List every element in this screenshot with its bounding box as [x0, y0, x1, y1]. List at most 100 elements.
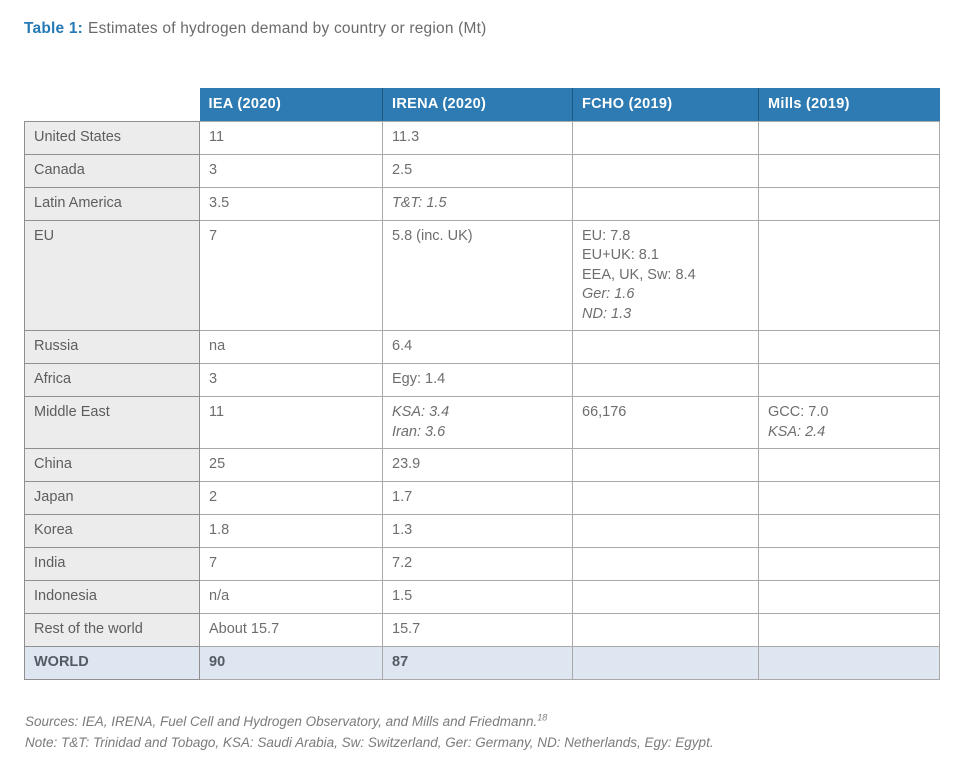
cell-line: 15.7 [392, 621, 421, 637]
row-label: EU [24, 219, 200, 331]
cell-line: 3.5 [209, 194, 230, 211]
data-cell: 7 [199, 219, 383, 331]
data-cell [572, 514, 759, 548]
cell-line: About 15.7 [209, 621, 280, 637]
cell-line: EEA, UK, Sw: 8.4 [582, 266, 696, 283]
data-cell: 3.5 [199, 186, 383, 221]
cell-line: Egy: 1.4 [392, 371, 446, 387]
table-row: Latin America 3.5 T&T: 1.5 [24, 186, 940, 221]
data-cell: Egy: 1.4 [382, 363, 573, 397]
data-cell [758, 547, 940, 581]
table-row: Rest of the world About 15.7 15.7 [24, 613, 940, 647]
cell-line: 5.8 (inc. UK) [392, 227, 473, 244]
data-cell: 11 [199, 120, 383, 155]
data-cell: 2 [199, 481, 383, 515]
row-label: WORLD [24, 646, 200, 680]
data-cell: 25 [199, 448, 383, 482]
table-row: United States 11 11.3 [24, 120, 940, 155]
column-header: IRENA (2020) [382, 88, 573, 121]
table-row: Korea 1.8 1.3 [24, 514, 940, 548]
data-cell: 1.5 [382, 580, 573, 614]
cell-line: 25 [209, 456, 226, 472]
column-header: Mills (2019) [758, 88, 940, 121]
data-cell [572, 186, 759, 221]
cell-line: 3 [209, 371, 218, 387]
cell-line: T&T: 1.5 [392, 194, 447, 211]
row-label: Latin America [24, 186, 200, 221]
cell-line: 1.8 [209, 522, 230, 538]
cell-line: 1.3 [392, 522, 413, 538]
data-cell: 3 [199, 363, 383, 397]
data-cell: 6.4 [382, 330, 573, 364]
cell-line: 87 [392, 654, 409, 670]
data-cell [572, 646, 759, 680]
data-cell [572, 363, 759, 397]
column-header: FCHO (2019) [572, 88, 759, 121]
data-cell [758, 580, 940, 614]
data-cell [572, 448, 759, 482]
cell-line: 6.4 [392, 338, 413, 354]
cell-line: 11 [209, 404, 225, 420]
data-cell [758, 363, 940, 397]
data-cell: 5.8 (inc. UK) [382, 219, 573, 331]
table-row: WORLD 90 87 [24, 646, 940, 680]
data-cell [572, 580, 759, 614]
row-label: Indonesia [24, 580, 200, 614]
row-label: India [24, 547, 200, 581]
row-label: Russia [24, 330, 200, 364]
data-cell [572, 547, 759, 581]
data-cell: About 15.7 [199, 613, 383, 647]
cell-line: GCC: 7.0 [768, 404, 829, 420]
row-label: Middle East [24, 396, 200, 449]
cell-line: 1.5 [392, 588, 413, 604]
row-label: United States [24, 120, 200, 155]
cell-line: na [209, 338, 226, 354]
cell-line: 23.9 [392, 456, 421, 472]
data-cell: 1.3 [382, 514, 573, 548]
data-cell [758, 448, 940, 482]
data-cell [758, 481, 940, 515]
row-label: Canada [24, 153, 200, 188]
data-cell: 1.8 [199, 514, 383, 548]
table-row: Indonesia n/a 1.5 [24, 580, 940, 614]
data-cell: 1.7 [382, 481, 573, 515]
table-row: China 25 23.9 [24, 448, 940, 482]
column-header: IEA (2020) [199, 88, 383, 121]
corner-cell [25, 88, 200, 121]
table-row: EU 7 5.8 (inc. UK) EU: 7.8 EU+UK: 8.1 EEA, UK… [24, 219, 940, 331]
cell-line: KSA: 2.4 [768, 423, 826, 440]
row-label: China [24, 448, 200, 482]
table-title-text: Estimates of hydrogen demand by country … [88, 20, 487, 37]
data-cell: na [199, 330, 383, 364]
data-cell: n/a [199, 580, 383, 614]
data-cell [572, 330, 759, 364]
data-cell [758, 646, 940, 680]
data-cell: 23.9 [382, 448, 573, 482]
data-cell [758, 514, 940, 548]
hydrogen-demand-table: IEA (2020) IRENA (2020) FCHO (2019) Mills (… [24, 88, 940, 680]
data-cell: 15.7 [382, 613, 573, 647]
reference-superscript: 18 [537, 712, 548, 723]
data-cell [572, 481, 759, 515]
data-cell: 7.2 [382, 547, 573, 581]
cell-line: EU+UK: 8.1 [582, 247, 659, 263]
cell-line: Ger: 1.6 [582, 286, 635, 302]
cell-line: 7 [209, 227, 218, 244]
data-cell: 11 [199, 396, 383, 449]
table-row: Japan 2 1.7 [24, 481, 940, 515]
cell-line: 2 [209, 489, 218, 505]
cell-line: 11 [209, 128, 225, 145]
cell-line: ND: 1.3 [582, 305, 632, 322]
data-cell [758, 613, 940, 647]
table-row: Canada 3 2.5 [24, 153, 940, 188]
data-cell: KSA: 3.4 Iran: 3.6 [382, 396, 573, 449]
cell-line: 1.7 [392, 489, 413, 505]
row-label: Japan [24, 481, 200, 515]
cell-line: Iran: 3.6 [392, 423, 446, 440]
data-cell [572, 613, 759, 647]
data-cell: 7 [199, 547, 383, 581]
row-label: Rest of the world [24, 613, 200, 647]
cell-line: 90 [209, 654, 226, 670]
data-cell: 66,176 [572, 396, 759, 449]
